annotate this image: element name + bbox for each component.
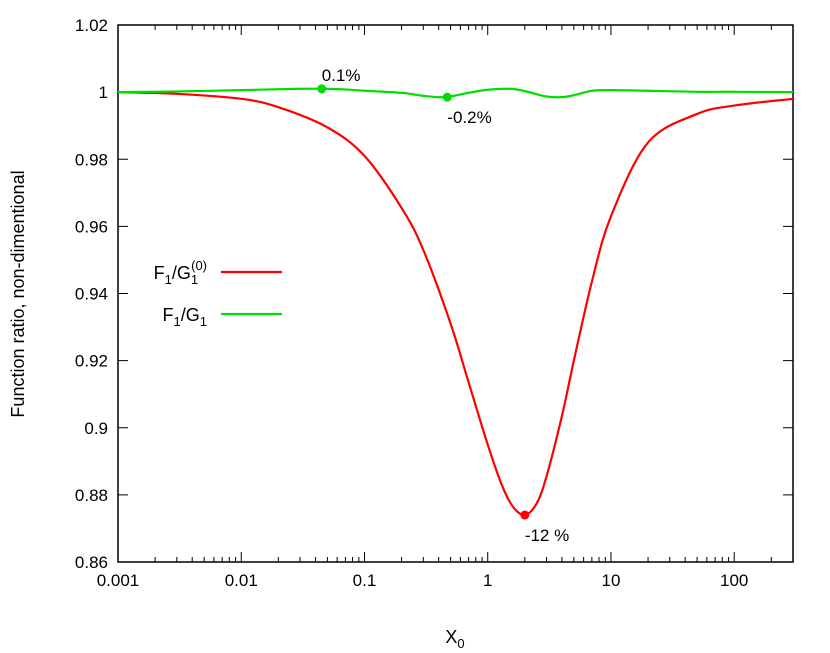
legend: F1/G1(0) F1/G1: [154, 258, 282, 329]
legend-item: F1/G1(0): [154, 258, 282, 287]
y-tick-label: 1: [99, 83, 108, 102]
x-tick-label: 10: [601, 571, 620, 590]
data-marker: [442, 92, 452, 102]
x-axis-title: X0: [445, 627, 464, 651]
y-axis-title: Function ratio, non-dimentional: [8, 170, 28, 417]
y-tick-label: 0.88: [75, 486, 108, 505]
y-axis-ticks: 0.86 0.88 0.9 0.92 0.94 0.96 0.98 1 1.02: [75, 16, 793, 572]
y-tick-label: 0.94: [75, 285, 108, 304]
legend-label: F1/G1: [163, 305, 207, 329]
legend-item: F1/G1: [163, 305, 282, 329]
plot-border: [117, 24, 794, 563]
marker-annotation: -0.2%: [447, 108, 491, 127]
y-tick-label: 0.96: [75, 217, 108, 236]
plot-frame: [117, 24, 794, 563]
x-tick-label: 0.1: [353, 571, 377, 590]
legend-label: F1/G1(0): [154, 258, 207, 287]
x-tick-label: 0.01: [225, 571, 258, 590]
marker-annotation: -12 %: [525, 526, 569, 545]
y-tick-label: 1.02: [75, 16, 108, 35]
y-tick-label: 0.9: [84, 419, 108, 438]
data-markers: 0.1% -0.2% -12 %: [317, 66, 569, 545]
data-marker: [520, 510, 530, 520]
marker-annotation: 0.1%: [322, 66, 361, 85]
y-tick-label: 0.92: [75, 352, 108, 371]
x-tick-label: 100: [720, 571, 748, 590]
y-tick-label: 0.86: [75, 553, 108, 572]
x-tick-label: 1: [483, 571, 492, 590]
y-tick-label: 0.98: [75, 150, 108, 169]
x-axis-ticks: 0.001 0.01 0.1 1 10 100: [97, 25, 772, 590]
series-line-0: [117, 91, 794, 517]
x-tick-label: 0.001: [97, 571, 140, 590]
series-lines: [117, 87, 794, 517]
data-marker: [317, 84, 327, 94]
series-line-1: [117, 87, 794, 99]
